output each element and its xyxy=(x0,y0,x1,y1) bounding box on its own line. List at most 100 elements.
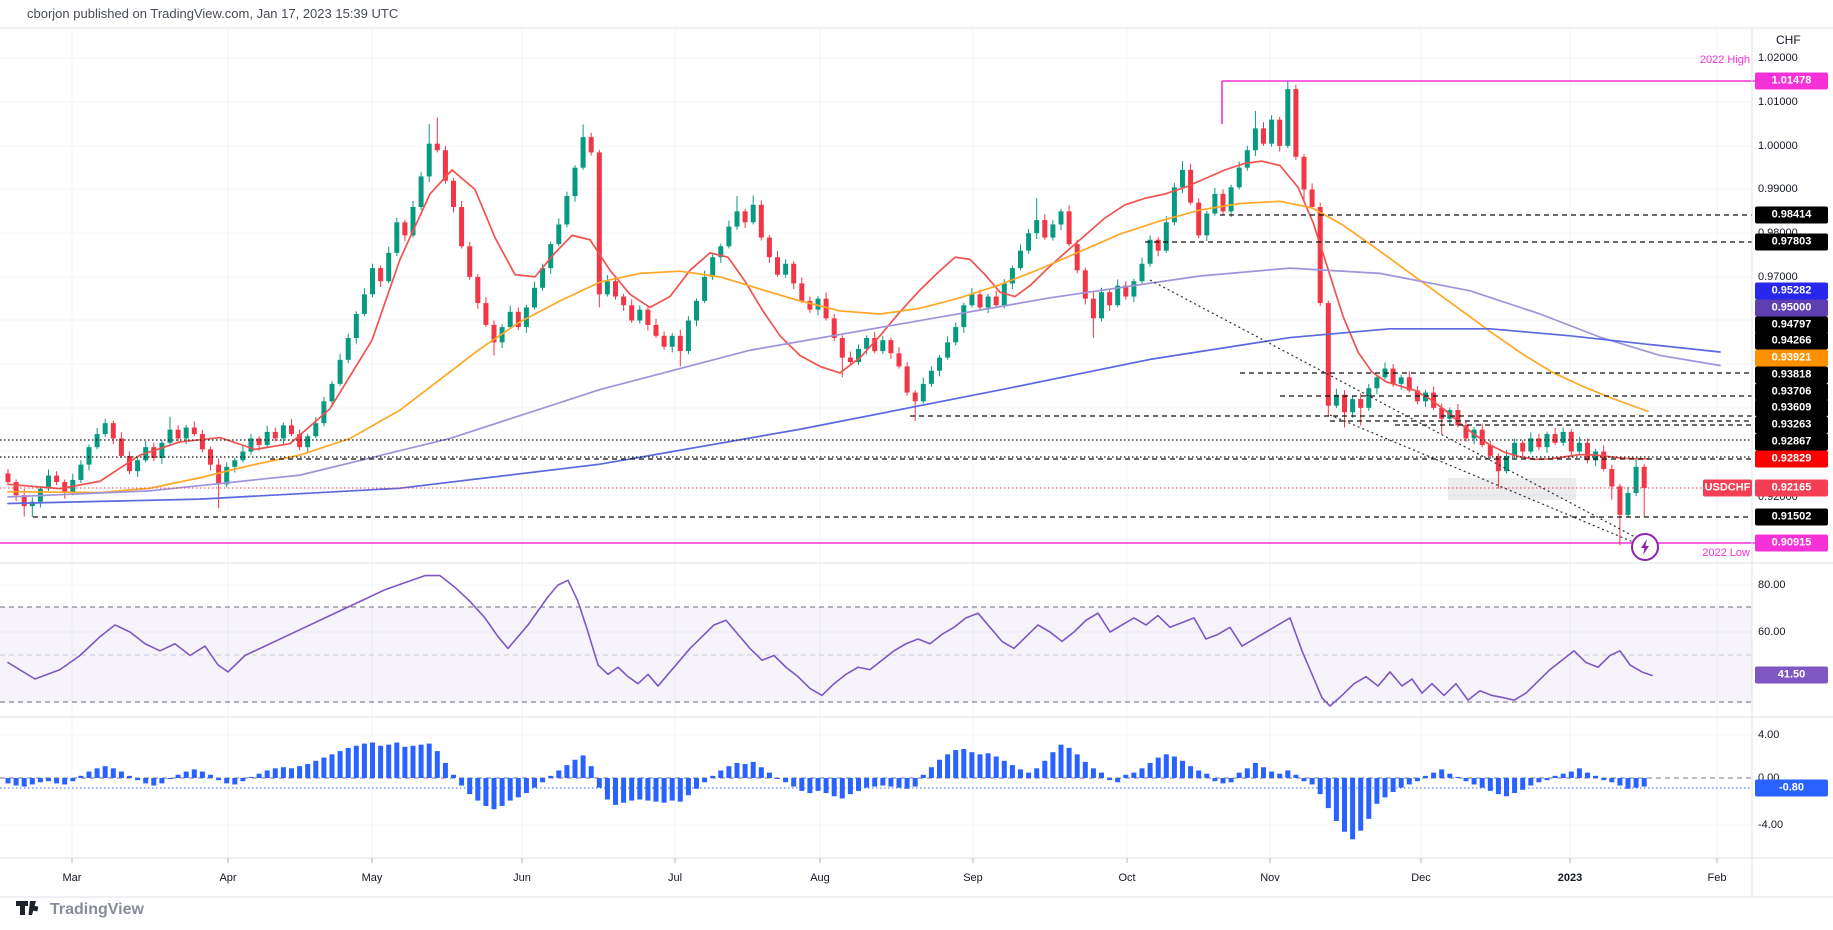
candle-body xyxy=(953,327,959,343)
macd-bar xyxy=(467,778,473,795)
macd-value-badge: -0.80 xyxy=(1755,779,1828,797)
time-axis-label-Oct[interactable]: Oct xyxy=(1118,872,1136,884)
lightning-marker[interactable] xyxy=(1631,533,1659,561)
price-axis[interactable] xyxy=(1752,28,1833,858)
macd-bar xyxy=(1585,772,1590,778)
candle-body xyxy=(1139,263,1145,282)
trendline-2 xyxy=(1329,414,1646,548)
macd-bar xyxy=(442,762,448,778)
candle-body xyxy=(1285,89,1291,146)
price-axis-badge: 0.93609 xyxy=(1755,399,1828,417)
rsi-panel[interactable] xyxy=(0,563,1752,717)
macd-bar xyxy=(847,778,853,795)
candle-body xyxy=(1342,394,1347,413)
macd-bar xyxy=(831,778,837,797)
candle-body xyxy=(426,143,432,177)
candle-body xyxy=(1050,224,1056,238)
time-axis-label-Sep[interactable]: Sep xyxy=(963,872,983,884)
macd-bar xyxy=(378,745,384,778)
candle-body xyxy=(702,276,708,301)
candle-body xyxy=(1204,213,1210,236)
macd-bar xyxy=(1180,760,1185,778)
candle-body xyxy=(272,431,278,439)
time-axis-label-Feb[interactable]: Feb xyxy=(1707,872,1727,884)
price-axis-label: 0.99000 xyxy=(1758,183,1798,195)
ticker-badge: USDCHF xyxy=(1703,479,1752,497)
rsi-axis-label: 60.00 xyxy=(1758,626,1786,638)
macd-bar xyxy=(1390,778,1396,792)
time-axis-label-Aug[interactable]: Aug xyxy=(810,872,830,884)
macd-bar xyxy=(588,766,594,778)
time-axis-label-Apr[interactable]: Apr xyxy=(219,872,237,884)
price-axis-label: 0.97000 xyxy=(1758,271,1798,283)
macd-bar xyxy=(1074,754,1080,778)
time-axis-label-Mar[interactable]: Mar xyxy=(62,872,82,884)
candle-body xyxy=(864,338,870,349)
candle-body xyxy=(313,423,319,437)
macd-bar xyxy=(216,778,222,781)
macd-bar xyxy=(240,778,246,782)
macd-bar xyxy=(1382,778,1388,798)
time-axis-label-May[interactable]: May xyxy=(361,872,383,884)
candle-body xyxy=(102,423,108,435)
time-axis-label-Jul[interactable]: Jul xyxy=(667,872,683,884)
price-axis-badge: 0.92867 xyxy=(1755,433,1828,451)
macd-bar xyxy=(370,742,375,778)
macd-bar xyxy=(143,778,149,784)
time-axis[interactable] xyxy=(0,858,1752,897)
macd-bar xyxy=(637,778,643,800)
price-axis-badge: 1.01478 xyxy=(1755,72,1828,90)
time-axis-label-2023[interactable]: 2023 xyxy=(1557,872,1583,884)
macd-bar xyxy=(750,761,756,778)
candle-body xyxy=(637,309,643,321)
macd-panel[interactable] xyxy=(0,717,1752,858)
candle-body xyxy=(1301,156,1307,190)
macd-bar xyxy=(21,778,27,787)
macd-bar xyxy=(289,768,294,778)
macd-bar xyxy=(1325,778,1331,809)
time-axis-label-Jun[interactable]: Jun xyxy=(513,872,531,884)
price-axis-badge: 0.93818 xyxy=(1755,366,1828,384)
candle-body xyxy=(329,383,335,402)
macd-bar xyxy=(1471,778,1477,785)
tradingview-logo[interactable]: TradingView xyxy=(16,899,144,921)
time-axis-label-Dec[interactable]: Dec xyxy=(1411,872,1431,884)
macd-bar xyxy=(823,778,829,794)
ma-fast-line xyxy=(7,160,1649,490)
candle-body xyxy=(1220,193,1226,212)
macd-bar xyxy=(1447,773,1453,778)
candle-body xyxy=(1536,438,1542,448)
candle-body xyxy=(1406,377,1412,391)
candle-body xyxy=(556,224,562,245)
candle-body xyxy=(256,438,262,445)
macd-bar xyxy=(305,764,311,778)
candle-body xyxy=(1058,211,1064,225)
candle-body xyxy=(977,294,983,308)
price-axis-badge: 0.97803 xyxy=(1755,233,1828,251)
candle-body xyxy=(1617,486,1623,515)
price-axis-badge: 0.91502 xyxy=(1755,508,1828,526)
macd-bar xyxy=(1252,762,1258,778)
macd-bar xyxy=(783,778,789,783)
macd-bar xyxy=(888,778,894,787)
candle-body xyxy=(677,335,683,352)
macd-bar xyxy=(734,762,740,778)
candle-body xyxy=(1001,283,1007,306)
candle-body xyxy=(1034,220,1040,234)
candle-body xyxy=(1601,451,1607,470)
price-axis-currency-label: CHF xyxy=(1776,33,1801,47)
macd-bar xyxy=(1123,774,1129,778)
candle-body xyxy=(1325,303,1331,406)
macd-bar xyxy=(1414,778,1420,782)
candle-body xyxy=(110,423,116,439)
macd-bar xyxy=(434,751,440,778)
candle-body xyxy=(5,473,11,483)
macd-bar xyxy=(969,752,975,778)
main-price-panel[interactable] xyxy=(0,28,1752,563)
time-axis-label-Nov[interactable]: Nov xyxy=(1260,872,1280,884)
candle-body xyxy=(1358,399,1364,408)
macd-bar xyxy=(1552,775,1558,778)
candle-body xyxy=(191,427,197,435)
support-zone-box[interactable] xyxy=(1448,478,1576,500)
